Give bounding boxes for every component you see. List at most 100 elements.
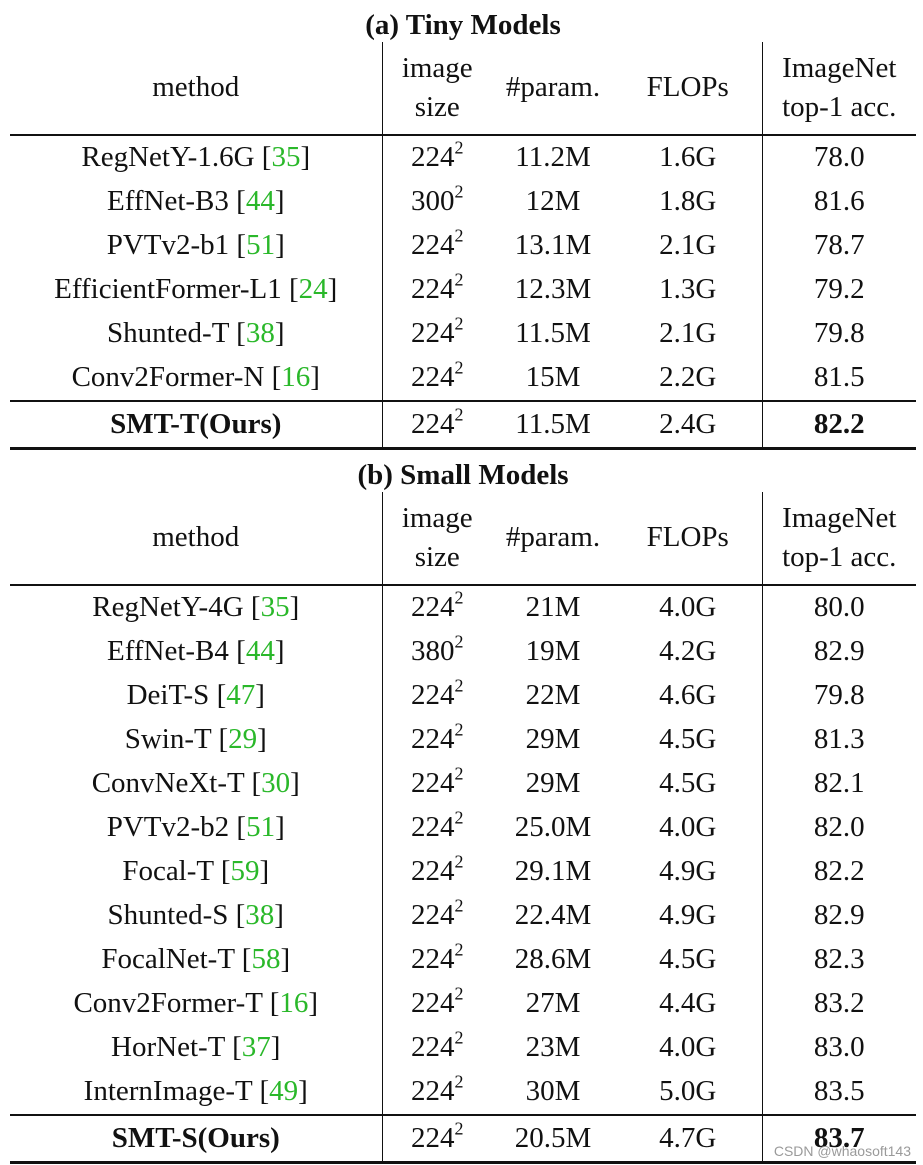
citation-link[interactable]: 16 [281,361,311,394]
method-name: PVTv2-b2 [106,811,237,844]
table-row: DeiT-S [47] 2242 22M 4.6G 79.8 [10,674,917,718]
image-size-exponent: 2 [454,763,464,784]
image-size-value: 224 [411,811,455,844]
citation-link[interactable]: 51 [246,811,276,844]
citation-link[interactable]: 30 [261,767,291,800]
header-image-size: image size [381,492,492,586]
flops-cell: 4.9G [659,899,717,932]
ours-params-cell: 20.5M [492,1114,614,1164]
image-size-cell: 3802 [381,630,492,674]
image-size-value: 224 [411,855,455,888]
method-cell: DeiT-S [47] [10,674,382,718]
ref-bracket-open: [ [232,1031,242,1064]
flops-cell: 5.0G [659,1075,717,1108]
citation-link[interactable]: 44 [245,185,275,218]
image-size-cell: 3002 [381,180,492,224]
table-row: Focal-T [59] 2242 29.1M 4.9G 82.2 [10,850,917,894]
flops-cell: 1.8G [659,185,717,218]
image-size-cell: 2242 [381,718,492,762]
header-flops: FLOPs [614,42,762,136]
image-size-exponent: 2 [454,1027,464,1048]
citation-link[interactable]: 16 [279,987,309,1020]
method-name: EfficientFormer-L1 [54,273,289,306]
ref-bracket-close: ] [255,679,265,712]
ref-bracket-close: ] [274,317,285,350]
image-size-exponent: 2 [454,403,464,424]
ref-bracket-close: ] [289,591,300,624]
header-acc-line1: ImageNet [782,52,897,85]
ref-bracket-close: ] [270,1031,281,1064]
image-size-cell: 2242 [381,268,492,312]
image-size-exponent: 2 [454,587,464,608]
method-cell: EffNet-B4 [44] [10,630,382,674]
accuracy-cell: 79.8 [761,312,917,356]
header-image-size: image size [381,42,492,136]
citation-link[interactable]: 37 [241,1031,271,1064]
citation-link[interactable]: 44 [245,635,275,668]
citation-link[interactable]: 38 [245,899,275,932]
image-size-cell: 2242 [381,356,492,401]
section-title-row: (a) Tiny Models [10,0,916,42]
image-size-cell: 2242 [381,224,492,268]
citation-link[interactable]: 24 [298,273,328,306]
accuracy-cell: 82.3 [761,938,917,982]
ours-accuracy-cell: 82.2 [761,400,917,450]
citation-link[interactable]: 49 [269,1075,299,1108]
citation-link[interactable]: 58 [251,943,281,976]
image-size-exponent: 2 [454,851,464,872]
params-cell: 23M [525,1031,581,1064]
table-row: RegNetY-4G [35] 2242 21M 4.0G 80.0 [10,585,917,630]
params-cell: 15M [525,361,581,394]
section-title-row: (b) Small Models [10,447,917,492]
image-size-exponent: 2 [454,313,464,334]
accuracy-cell: 82.9 [761,894,917,938]
flops-cell: 4.2G [659,635,717,668]
flops-cell: 1.3G [659,273,717,306]
params-cell: 27M [525,987,581,1020]
image-size-value: 224 [411,723,455,756]
ref-bracket-open: [ [236,317,246,350]
image-size-cell: 2242 [381,762,492,806]
flops-cell: 2.1G [659,229,717,262]
ours-accuracy-cell: 83.7 [761,1114,917,1164]
citation-link[interactable]: 35 [271,141,301,174]
accuracy-cell: 81.5 [761,356,917,401]
citation-link[interactable]: 59 [230,855,260,888]
citation-link[interactable]: 38 [245,317,275,350]
accuracy-cell: 79.2 [761,268,917,312]
image-size-value: 224 [411,229,455,262]
ref-bracket-close: ] [327,273,338,306]
image-size-exponent: 2 [454,807,464,828]
image-size-value: 224 [411,273,455,306]
params-cell: 29M [525,767,581,800]
citation-link[interactable]: 29 [228,723,258,756]
citation-link[interactable]: 35 [260,591,290,624]
flops-cell: 4.5G [659,723,717,756]
image-size-cell: 2242 [381,938,492,982]
ref-bracket-close: ] [310,361,320,394]
accuracy-cell: 78.0 [761,135,917,180]
citation-link[interactable]: 47 [226,679,256,712]
ref-bracket-close: ] [275,229,285,262]
image-size-cell: 2242 [381,1070,492,1115]
flops-cell: 2.1G [659,317,717,350]
header-image-size-line1: image [401,502,473,535]
method-name: HorNet-T [111,1031,233,1064]
citation-link[interactable]: 51 [246,229,276,262]
params-cell: 25.0M [514,811,592,844]
image-size-value: 224 [411,317,455,350]
ref-bracket-open: [ [289,273,299,306]
image-size-value: 224 [411,361,455,394]
flops-cell: 4.4G [659,987,717,1020]
params-cell: 29M [525,723,581,756]
image-size-value: 224 [411,679,455,712]
ref-bracket-open: [ [216,679,227,712]
ref-bracket-open: [ [250,591,261,624]
accuracy-cell: 81.6 [761,180,917,224]
flops-cell: 4.5G [659,943,717,976]
method-name: EffNet-B4 [107,635,237,668]
params-cell: 30M [525,1075,581,1108]
method-name: Swin-T [124,723,219,756]
image-size-exponent: 2 [454,357,464,378]
table-row: FocalNet-T [58] 2242 28.6M 4.5G 82.3 [10,938,917,982]
